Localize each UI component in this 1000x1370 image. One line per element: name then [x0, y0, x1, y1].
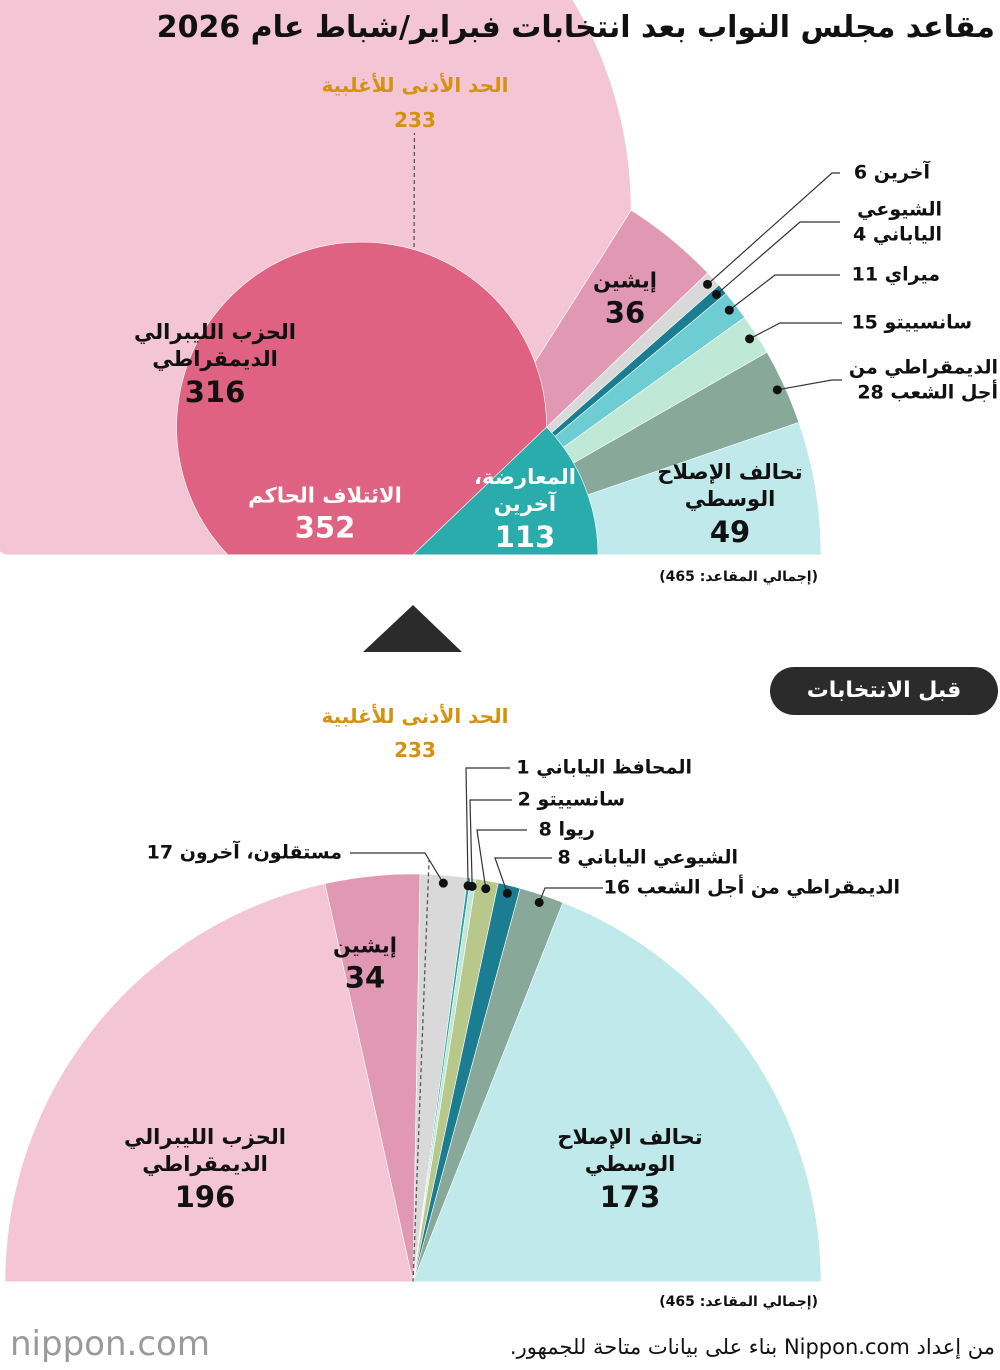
segment-value: 4	[852, 223, 867, 245]
segment-value: 2	[517, 788, 531, 811]
segment-label: إيشين 36	[593, 268, 657, 333]
callout-line	[469, 799, 512, 887]
segment-label: الحزب الليبرالي الديمقراطي 316	[134, 319, 296, 411]
segment-value: 316	[184, 374, 246, 409]
callout-line	[749, 322, 842, 340]
majority-value: 233	[394, 738, 436, 762]
total-label: (إجمالي المقاعد: 465)	[659, 1293, 818, 1310]
wedge	[412, 902, 822, 1283]
segment-name: الديمقراطي من أجل الشعب	[848, 356, 998, 403]
segment-value: 196	[174, 1179, 236, 1214]
segment-value: 1	[516, 756, 530, 779]
segment-name: المحافظ الياباني	[536, 756, 692, 779]
callout-line	[465, 767, 510, 886]
callout-dot	[467, 881, 477, 891]
majority-label: الحد الأدنى للأغلبية	[321, 704, 509, 728]
segment-name: الشيوعي الياباني	[857, 198, 942, 245]
inner-label: المعارضة، آخرين 113	[474, 464, 576, 556]
segment-value: 16	[603, 876, 631, 899]
segment-value: 17	[146, 841, 174, 864]
segment-name: سانسييتو	[537, 788, 625, 811]
logo: nippon.com	[10, 1324, 210, 1364]
wedge	[4, 883, 414, 1283]
title: مقاعد مجلس النواب بعد انتخابات فبراير/شب…	[156, 10, 995, 45]
segment-name: الحزب الليبرالي الديمقراطي	[134, 319, 296, 372]
segment-name: الشيوعي الياباني	[577, 846, 738, 869]
majority-label: الحد الأدنى للأغلبية	[321, 73, 509, 97]
segment-name: الديمقراطي من أجل الشعب	[636, 876, 900, 899]
callout-line	[707, 172, 840, 285]
callout-label: ريوا 8	[539, 818, 595, 843]
segment-value: 8	[538, 818, 552, 841]
segment-name: تحالف الإصلاح الوسطي	[657, 459, 803, 512]
segment-value: 6	[853, 161, 868, 184]
segment-value: 173	[599, 1179, 661, 1214]
callout-dot	[703, 279, 713, 289]
section-label: قبل الانتخابات	[806, 678, 962, 703]
callout-line	[494, 857, 552, 894]
callout-dot	[534, 897, 544, 907]
wedge	[176, 241, 547, 556]
segment-name: إيشين	[333, 933, 397, 958]
callout-dot	[724, 305, 734, 315]
segment-label: تحالف الإصلاح الوسطي 49	[657, 459, 802, 551]
segment-value: 28	[857, 381, 884, 403]
callout-dot	[502, 888, 512, 898]
segment-value: 34	[344, 960, 386, 995]
segment-name: إيشين	[593, 268, 657, 293]
segment-name: آخرين	[873, 161, 930, 184]
callout-label: مستقلون، آخرون 17	[147, 841, 342, 866]
callout-dot	[481, 884, 491, 894]
segment-name: ميراي	[884, 263, 940, 286]
segment-value: 49	[709, 514, 751, 549]
majority-line	[412, 860, 430, 1283]
segment-label: الحزب الليبرالي الديمقراطي 196	[124, 1124, 286, 1216]
callout-label: المحافظ الياباني 1	[516, 756, 692, 781]
callout-label: سانسييتو 2	[518, 788, 625, 813]
callout-label: سانسييتو 15	[851, 311, 972, 336]
inner-value: 113	[494, 519, 556, 554]
callout-label: الشيوعي الياباني 4	[853, 197, 942, 246]
inner-name: المعارضة، آخرين	[474, 464, 576, 517]
segment-value: 15	[851, 311, 878, 334]
source: من إعداد Nippon.com بناء على بيانات متاح…	[509, 1335, 995, 1359]
callout-dot	[438, 878, 448, 888]
callout-line	[476, 829, 527, 889]
segment-name: الحزب الليبرالي الديمقراطي	[124, 1124, 286, 1177]
inner-name: الائتلاف الحاكم	[248, 483, 402, 508]
callout-line	[716, 221, 840, 295]
wedge	[412, 426, 599, 556]
segment-value: 11	[851, 263, 879, 286]
segment-name: تحالف الإصلاح الوسطي	[557, 1124, 703, 1177]
callout-label: ميراي 11	[852, 263, 940, 288]
segment-value: 8	[557, 846, 571, 869]
callout-line	[777, 379, 842, 391]
segment-value: 36	[604, 295, 646, 330]
inner-label: الائتلاف الحاكم 352	[248, 483, 402, 548]
segment-name: ريوا	[558, 818, 596, 841]
segment-name: مستقلون، آخرون	[179, 841, 342, 864]
callout-dot	[772, 385, 782, 395]
segment-label: إيشين 34	[333, 933, 397, 998]
segment-name: سانسييتو	[884, 311, 972, 334]
callout-line	[538, 887, 603, 903]
callout-dot	[745, 334, 755, 344]
callout-label: الديمقراطي من أجل الشعب 16	[604, 876, 900, 901]
callout-line	[350, 852, 444, 884]
callout-label: الشيوعي الياباني 8	[558, 846, 739, 871]
inner-value: 352	[294, 510, 356, 545]
segment-label: تحالف الإصلاح الوسطي 173	[557, 1124, 702, 1216]
callout-label: آخرين 6	[854, 161, 930, 186]
callout-dot	[712, 289, 722, 299]
arrow	[363, 605, 462, 652]
total-label: (إجمالي المقاعد: 465)	[659, 568, 818, 585]
majority-value: 233	[394, 108, 436, 132]
section-pill	[770, 667, 998, 715]
callout-line	[728, 274, 840, 311]
callout-label: الديمقراطي من أجل الشعب 28	[849, 355, 998, 404]
